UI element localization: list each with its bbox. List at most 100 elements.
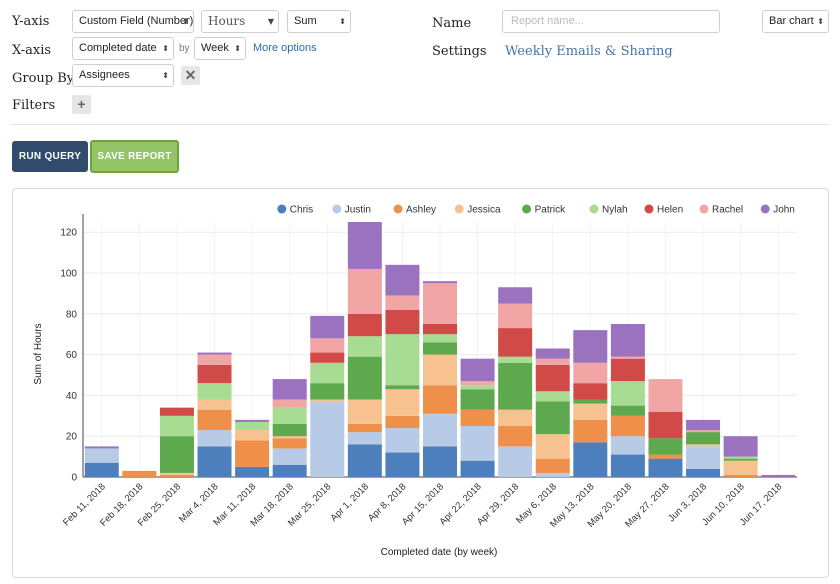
bar-segment-john[interactable]	[385, 264, 420, 296]
bar-segment-john[interactable]	[310, 315, 345, 339]
bar-segment-ashley[interactable]	[235, 440, 270, 467]
bar-segment-john[interactable]	[197, 352, 232, 355]
bar-segment-nylah[interactable]	[385, 334, 420, 386]
bar-segment-patrick[interactable]	[498, 362, 533, 410]
bar-segment-john[interactable]	[235, 419, 270, 422]
bar-segment-helen[interactable]	[573, 383, 608, 400]
bar-segment-nylah[interactable]	[423, 334, 457, 343]
y-unit-select[interactable]: Hours ▼	[201, 10, 279, 33]
bar-segment-ashley[interactable]	[385, 415, 420, 429]
bar-segment-jessica[interactable]	[573, 403, 608, 420]
bar-segment-ashley[interactable]	[159, 474, 194, 477]
bar-segment-ashley[interactable]	[498, 426, 533, 447]
bar-segment-john[interactable]	[573, 330, 608, 363]
remove-group-button[interactable]: ✕	[181, 66, 200, 85]
bar-segment-patrick[interactable]	[460, 389, 495, 410]
bar-segment-nylah[interactable]	[460, 385, 495, 390]
bar-segment-chris[interactable]	[84, 462, 119, 477]
bar-segment-jessica[interactable]	[423, 354, 457, 386]
bar-segment-john[interactable]	[723, 436, 758, 457]
x-period-select[interactable]: Week ⬍	[194, 37, 246, 60]
weekly-emails-sharing-link[interactable]: Weekly Emails & Sharing	[505, 44, 673, 59]
bar-segment-chris[interactable]	[423, 446, 457, 477]
bar-segment-rachel[interactable]	[197, 354, 232, 365]
bar-segment-rachel[interactable]	[310, 338, 345, 353]
bar-segment-rachel[interactable]	[610, 356, 645, 359]
bar-segment-helen[interactable]	[310, 352, 345, 363]
bar-segment-ashley[interactable]	[347, 423, 382, 433]
bar-segment-patrick[interactable]	[723, 458, 758, 461]
bar-segment-helen[interactable]	[385, 309, 420, 335]
bar-segment-jessica[interactable]	[686, 444, 721, 447]
bar-segment-justin[interactable]	[84, 448, 119, 463]
bar-segment-jessica[interactable]	[235, 430, 270, 441]
bar-segment-nylah[interactable]	[235, 421, 270, 431]
bar-segment-rachel[interactable]	[573, 362, 608, 384]
bar-segment-john[interactable]	[423, 281, 457, 284]
bar-segment-nylah[interactable]	[498, 356, 533, 363]
bar-segment-patrick[interactable]	[385, 385, 420, 390]
bar-segment-chris[interactable]	[686, 468, 721, 477]
bar-segment-nylah[interactable]	[610, 381, 645, 406]
bar-segment-rachel[interactable]	[347, 268, 382, 314]
bar-segment-justin[interactable]	[535, 472, 570, 477]
legend-item-ashley[interactable]: Ashley	[393, 204, 437, 216]
legend-item-patrick[interactable]: Patrick	[522, 204, 566, 216]
bar-segment-justin[interactable]	[423, 413, 457, 447]
bar-segment-justin[interactable]	[610, 436, 645, 455]
bar-segment-patrick[interactable]	[159, 436, 194, 473]
bar-segment-john[interactable]	[535, 348, 570, 359]
bar-segment-nylah[interactable]	[310, 362, 345, 384]
bar-segment-chris[interactable]	[648, 458, 683, 477]
bar-segment-ashley[interactable]	[723, 474, 758, 477]
bar-segment-nylah[interactable]	[535, 391, 570, 402]
bar-segment-ashley[interactable]	[197, 409, 232, 431]
legend-item-jessica[interactable]: Jessica	[454, 204, 501, 216]
bar-segment-chris[interactable]	[460, 460, 495, 477]
legend-item-john[interactable]: John	[760, 204, 795, 216]
bar-segment-patrick[interactable]	[272, 423, 307, 437]
bar-segment-patrick[interactable]	[648, 438, 683, 455]
bar-segment-john[interactable]	[460, 358, 495, 382]
x-field-select[interactable]: Completed date ⬍	[72, 37, 174, 60]
bar-segment-jessica[interactable]	[310, 399, 345, 402]
bar-segment-chris[interactable]	[573, 442, 608, 477]
legend-item-nylah[interactable]: Nylah	[589, 204, 628, 216]
bar-segment-rachel[interactable]	[385, 295, 420, 310]
report-name-input[interactable]: Report name...	[502, 10, 720, 33]
legend-item-justin[interactable]: Justin	[332, 204, 371, 216]
bar-segment-patrick[interactable]	[310, 383, 345, 400]
bar-segment-ashley[interactable]	[460, 409, 495, 426]
bar-segment-justin[interactable]	[385, 428, 420, 453]
bar-segment-rachel[interactable]	[535, 358, 570, 365]
bar-segment-patrick[interactable]	[686, 432, 721, 445]
bar-segment-rachel[interactable]	[460, 381, 495, 386]
add-filter-button[interactable]: +	[72, 95, 91, 114]
bar-segment-rachel[interactable]	[498, 303, 533, 329]
bar-segment-patrick[interactable]	[573, 399, 608, 404]
bar-segment-nylah[interactable]	[723, 456, 758, 459]
bar-segment-helen[interactable]	[159, 407, 194, 416]
bar-segment-ashley[interactable]	[122, 470, 157, 477]
save-report-button[interactable]: SAVE REPORT	[90, 140, 179, 173]
bar-segment-ashley[interactable]	[272, 438, 307, 449]
bar-segment-john[interactable]	[272, 379, 307, 400]
bar-segment-helen[interactable]	[535, 364, 570, 392]
bar-segment-jessica[interactable]	[723, 460, 758, 475]
bar-segment-john[interactable]	[686, 419, 721, 431]
bar-segment-jessica[interactable]	[498, 409, 533, 426]
bar-segment-chris[interactable]	[610, 454, 645, 477]
bar-segment-jessica[interactable]	[535, 434, 570, 459]
bar-segment-jessica[interactable]	[159, 472, 194, 475]
bar-segment-jessica[interactable]	[347, 399, 382, 424]
legend-item-chris[interactable]: Chris	[277, 204, 313, 216]
bar-segment-jessica[interactable]	[385, 389, 420, 416]
bar-segment-helen[interactable]	[610, 358, 645, 382]
bar-segment-chris[interactable]	[347, 444, 382, 477]
bar-segment-helen[interactable]	[423, 324, 457, 335]
run-query-button[interactable]: RUN QUERY	[12, 141, 88, 172]
bar-segment-patrick[interactable]	[610, 405, 645, 416]
bar-segment-rachel[interactable]	[423, 283, 457, 324]
bar-segment-chris[interactable]	[197, 446, 232, 477]
bar-segment-jessica[interactable]	[272, 436, 307, 439]
